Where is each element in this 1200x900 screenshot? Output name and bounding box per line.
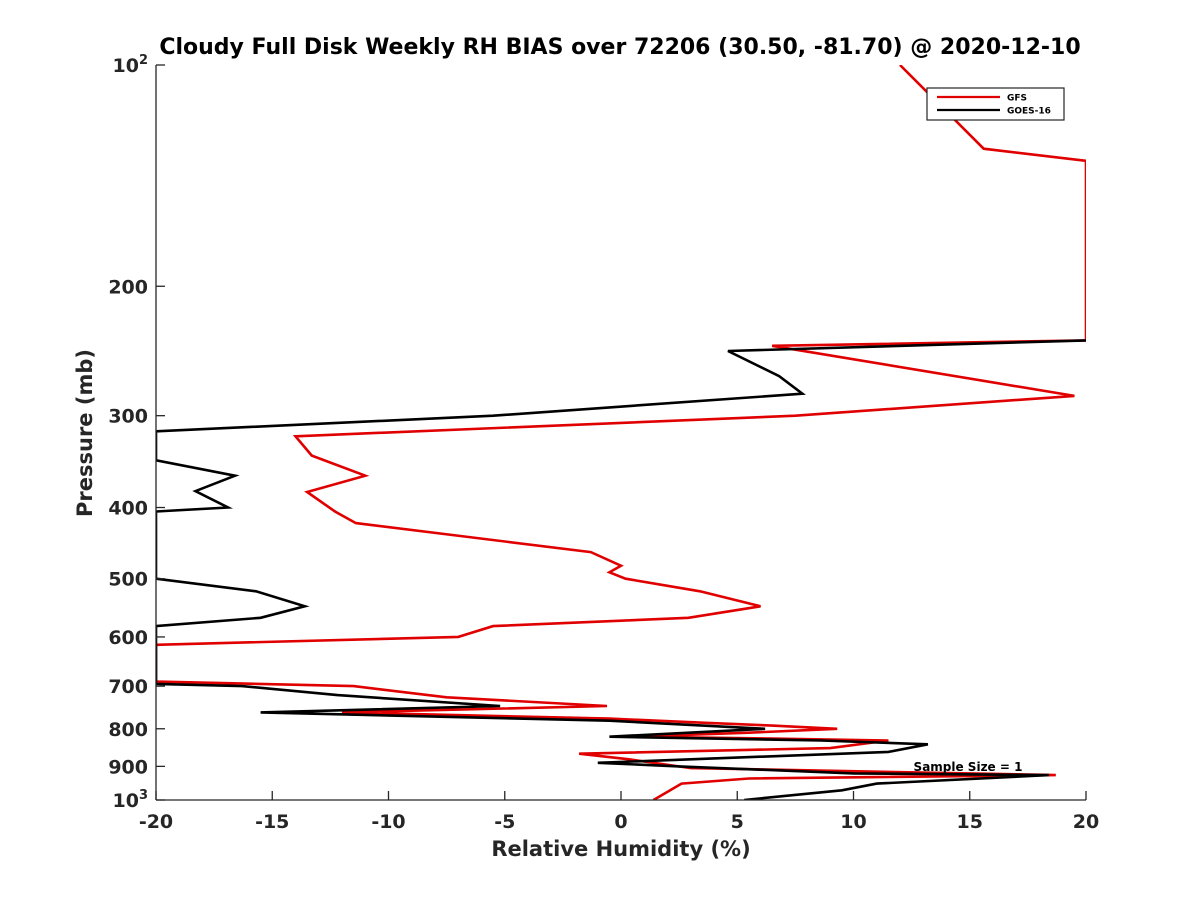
y-tick-label: 300 — [108, 406, 148, 428]
plot-lines — [156, 65, 1086, 800]
y-tick-label: 700 — [108, 676, 148, 698]
series-line-gfs — [156, 65, 1086, 800]
y-tick-label: 800 — [108, 719, 148, 741]
y-tick-label: 500 — [108, 569, 148, 591]
axes — [155, 65, 1086, 801]
y-axis-title: Pressure (mb) — [73, 349, 97, 517]
x-tick-label: 15 — [957, 811, 983, 833]
x-tick-label: -20 — [139, 811, 173, 833]
x-tick-label: 0 — [614, 811, 627, 833]
legend-label-gfs: GFS — [1007, 94, 1027, 104]
chart-title: Cloudy Full Disk Weekly RH BIAS over 722… — [159, 35, 1080, 60]
y-tick-label: 600 — [108, 627, 148, 649]
x-tick-label: -5 — [494, 811, 515, 833]
x-ticks: -20 -15 -10 -5 0 5 10 15 20 — [139, 791, 1099, 833]
y-tick-label: 103 — [113, 788, 149, 812]
y-tick-label: 200 — [108, 276, 148, 298]
legend-label-goes16: GOES-16 — [1007, 107, 1051, 117]
x-tick-label: 5 — [731, 811, 744, 833]
legend: GFS GOES-16 — [926, 87, 1065, 121]
x-tick-label: -10 — [371, 811, 405, 833]
x-axis-title: Relative Humidity (%) — [491, 837, 750, 861]
series-line-goes16 — [156, 339, 1086, 800]
y-tick-label: 400 — [108, 498, 148, 520]
y-tick-label: 102 — [113, 53, 149, 77]
x-tick-label: -15 — [255, 811, 289, 833]
legend-box — [926, 87, 1065, 121]
y-tick-label: 900 — [108, 756, 148, 778]
x-tick-label: 10 — [840, 811, 866, 833]
sample-size-annotation: Sample Size = 1 — [914, 760, 1023, 774]
y-ticks: 102 200 300 400 500 600 700 800 900 103 — [108, 53, 165, 812]
x-tick-label: 20 — [1073, 811, 1099, 833]
